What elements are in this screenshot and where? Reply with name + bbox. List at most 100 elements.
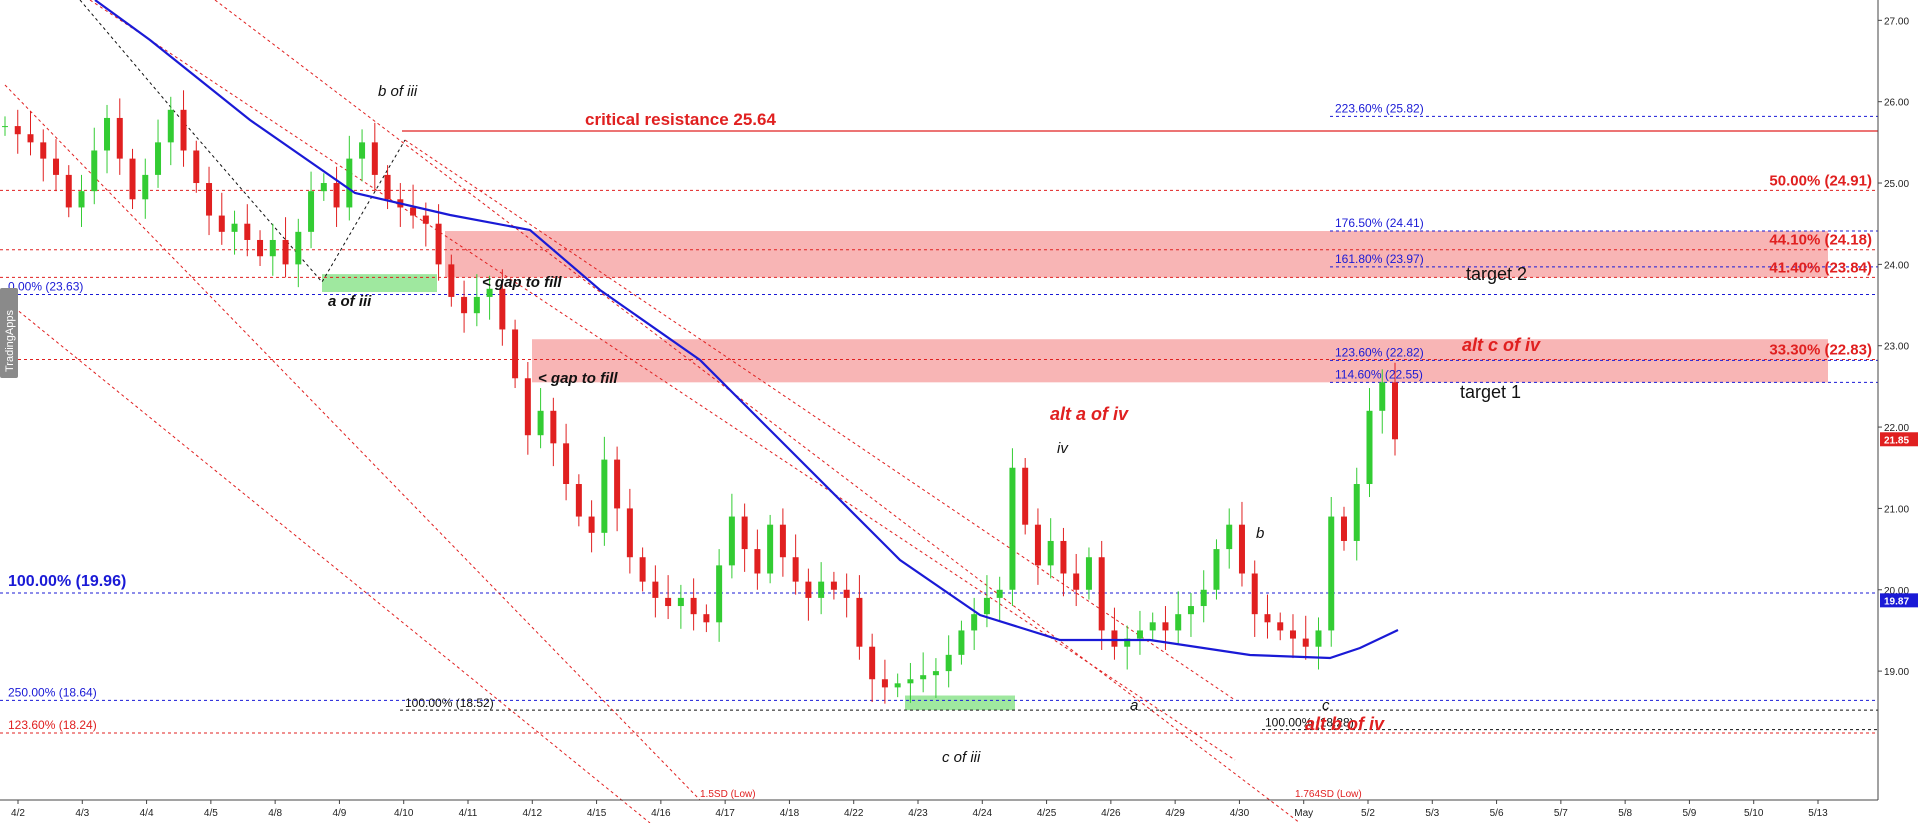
- level-label: 123.60% (22.82): [1335, 345, 1424, 359]
- date-tick-label: 5/7: [1554, 808, 1568, 819]
- candle-body: [320, 183, 327, 192]
- candle-body: [27, 134, 34, 143]
- candle-body: [448, 264, 455, 297]
- candle-body: [167, 109, 174, 143]
- candle-body: [91, 150, 98, 192]
- date-tick-label: 4/24: [973, 808, 993, 819]
- candle-body: [78, 191, 85, 208]
- price-tick-label: 27.00: [1884, 16, 1909, 27]
- candle-body: [652, 581, 659, 598]
- b-of-iii-label: b of iii: [378, 83, 418, 100]
- candle-body: [563, 443, 570, 485]
- candle-body: [716, 565, 723, 623]
- candle-body: [384, 174, 391, 200]
- candles-layer: [2, 90, 1398, 704]
- candle-body: [1379, 382, 1386, 411]
- iv-label: iv: [1057, 440, 1069, 457]
- candle-body: [550, 410, 557, 444]
- candle-body: [1213, 549, 1220, 590]
- level-label: 44.10% (24.18): [1769, 232, 1872, 249]
- alt-c-of-iv-label: alt c of iv: [1462, 335, 1541, 355]
- candle-body: [728, 516, 735, 566]
- candle-body: [703, 614, 710, 623]
- candle-body: [983, 597, 990, 615]
- candle-body: [639, 557, 646, 582]
- candle-body: [1111, 630, 1118, 647]
- candle-body: [142, 174, 149, 200]
- date-tick-label: 5/2: [1361, 808, 1375, 819]
- candle-body: [920, 675, 927, 680]
- candle-body: [193, 150, 200, 184]
- candle-body: [1289, 630, 1296, 639]
- candle-body: [690, 597, 697, 615]
- alt-a-of-iv-label: alt a of iv: [1050, 404, 1129, 424]
- date-tick-label: 4/30: [1230, 808, 1250, 819]
- c-of-iii-box: [905, 695, 1015, 711]
- gap-lower-label: < gap to fill: [538, 370, 618, 387]
- date-tick-label: 4/10: [394, 808, 414, 819]
- candle-body: [1073, 573, 1080, 590]
- candle-body: [308, 191, 315, 232]
- candle-body: [537, 410, 544, 436]
- candle-body: [333, 183, 340, 208]
- candle-body: [1034, 524, 1041, 566]
- candle-body: [295, 231, 302, 265]
- candle-body: [575, 484, 582, 517]
- current-price-badge: [1880, 432, 1918, 447]
- moving-average-badge-label: 19.87: [1884, 596, 1909, 607]
- candle-body: [945, 654, 952, 672]
- candle-body: [129, 158, 136, 200]
- level-label: 33.30% (22.83): [1769, 342, 1872, 359]
- date-tick-label: 4/25: [1037, 808, 1057, 819]
- candle-body: [767, 524, 774, 574]
- candle-body: [588, 516, 595, 533]
- candle-body: [104, 117, 111, 151]
- candle-body: [473, 296, 480, 314]
- candle-body: [1162, 622, 1169, 631]
- candle-body: [410, 207, 417, 216]
- price-tick-label: 25.00: [1884, 179, 1909, 190]
- moving-average-badge: [1880, 593, 1918, 608]
- candle-body: [1200, 589, 1207, 607]
- candle-body: [282, 239, 289, 265]
- candle-body: [830, 581, 837, 590]
- candle-body: [1226, 524, 1233, 550]
- level-label: 50.00% (24.91): [1769, 172, 1872, 189]
- candle-body: [958, 630, 965, 655]
- channel-line: [214, 0, 1301, 823]
- candle-body: [359, 142, 366, 159]
- candle-body: [818, 581, 825, 598]
- date-tick-label: 4/23: [908, 808, 928, 819]
- candle-body: [1085, 557, 1092, 590]
- a-of-iii-label: a of iii: [328, 293, 372, 310]
- date-tick-label: 4/26: [1101, 808, 1121, 819]
- upper-gap-zone: [445, 231, 1828, 278]
- date-tick-label: 4/17: [715, 808, 735, 819]
- candle-body: [1328, 516, 1335, 631]
- candle-body: [244, 223, 251, 240]
- candle-body: [2, 126, 8, 128]
- date-tick-label: 4/22: [844, 808, 864, 819]
- candle-body: [894, 683, 901, 688]
- price-tick-label: 22.00: [1884, 423, 1909, 434]
- candle-body: [180, 109, 187, 151]
- date-tick-label: 4/12: [523, 808, 543, 819]
- candle-body: [792, 557, 799, 582]
- price-tick-label: 20.00: [1884, 586, 1909, 597]
- watermark-text: TradingApps: [4, 310, 16, 372]
- date-tick-label: 4/18: [780, 808, 800, 819]
- date-tick-label: 4/4: [140, 808, 154, 819]
- c-of-iii-label: c of iii: [942, 749, 981, 766]
- date-tick-label: 4/9: [332, 808, 346, 819]
- moving-average-layer: [94, 0, 1399, 660]
- candle-body: [1353, 484, 1360, 541]
- watermark-tab: [0, 288, 18, 378]
- candle-body: [499, 288, 506, 330]
- alt-b-of-iv-label: alt b of iv: [1305, 714, 1385, 734]
- candle-body: [932, 671, 939, 676]
- candle-body: [1187, 606, 1194, 615]
- price-tick-label: 19.00: [1884, 667, 1909, 678]
- candle-body: [971, 614, 978, 631]
- level-label: 176.50% (24.41): [1335, 216, 1424, 230]
